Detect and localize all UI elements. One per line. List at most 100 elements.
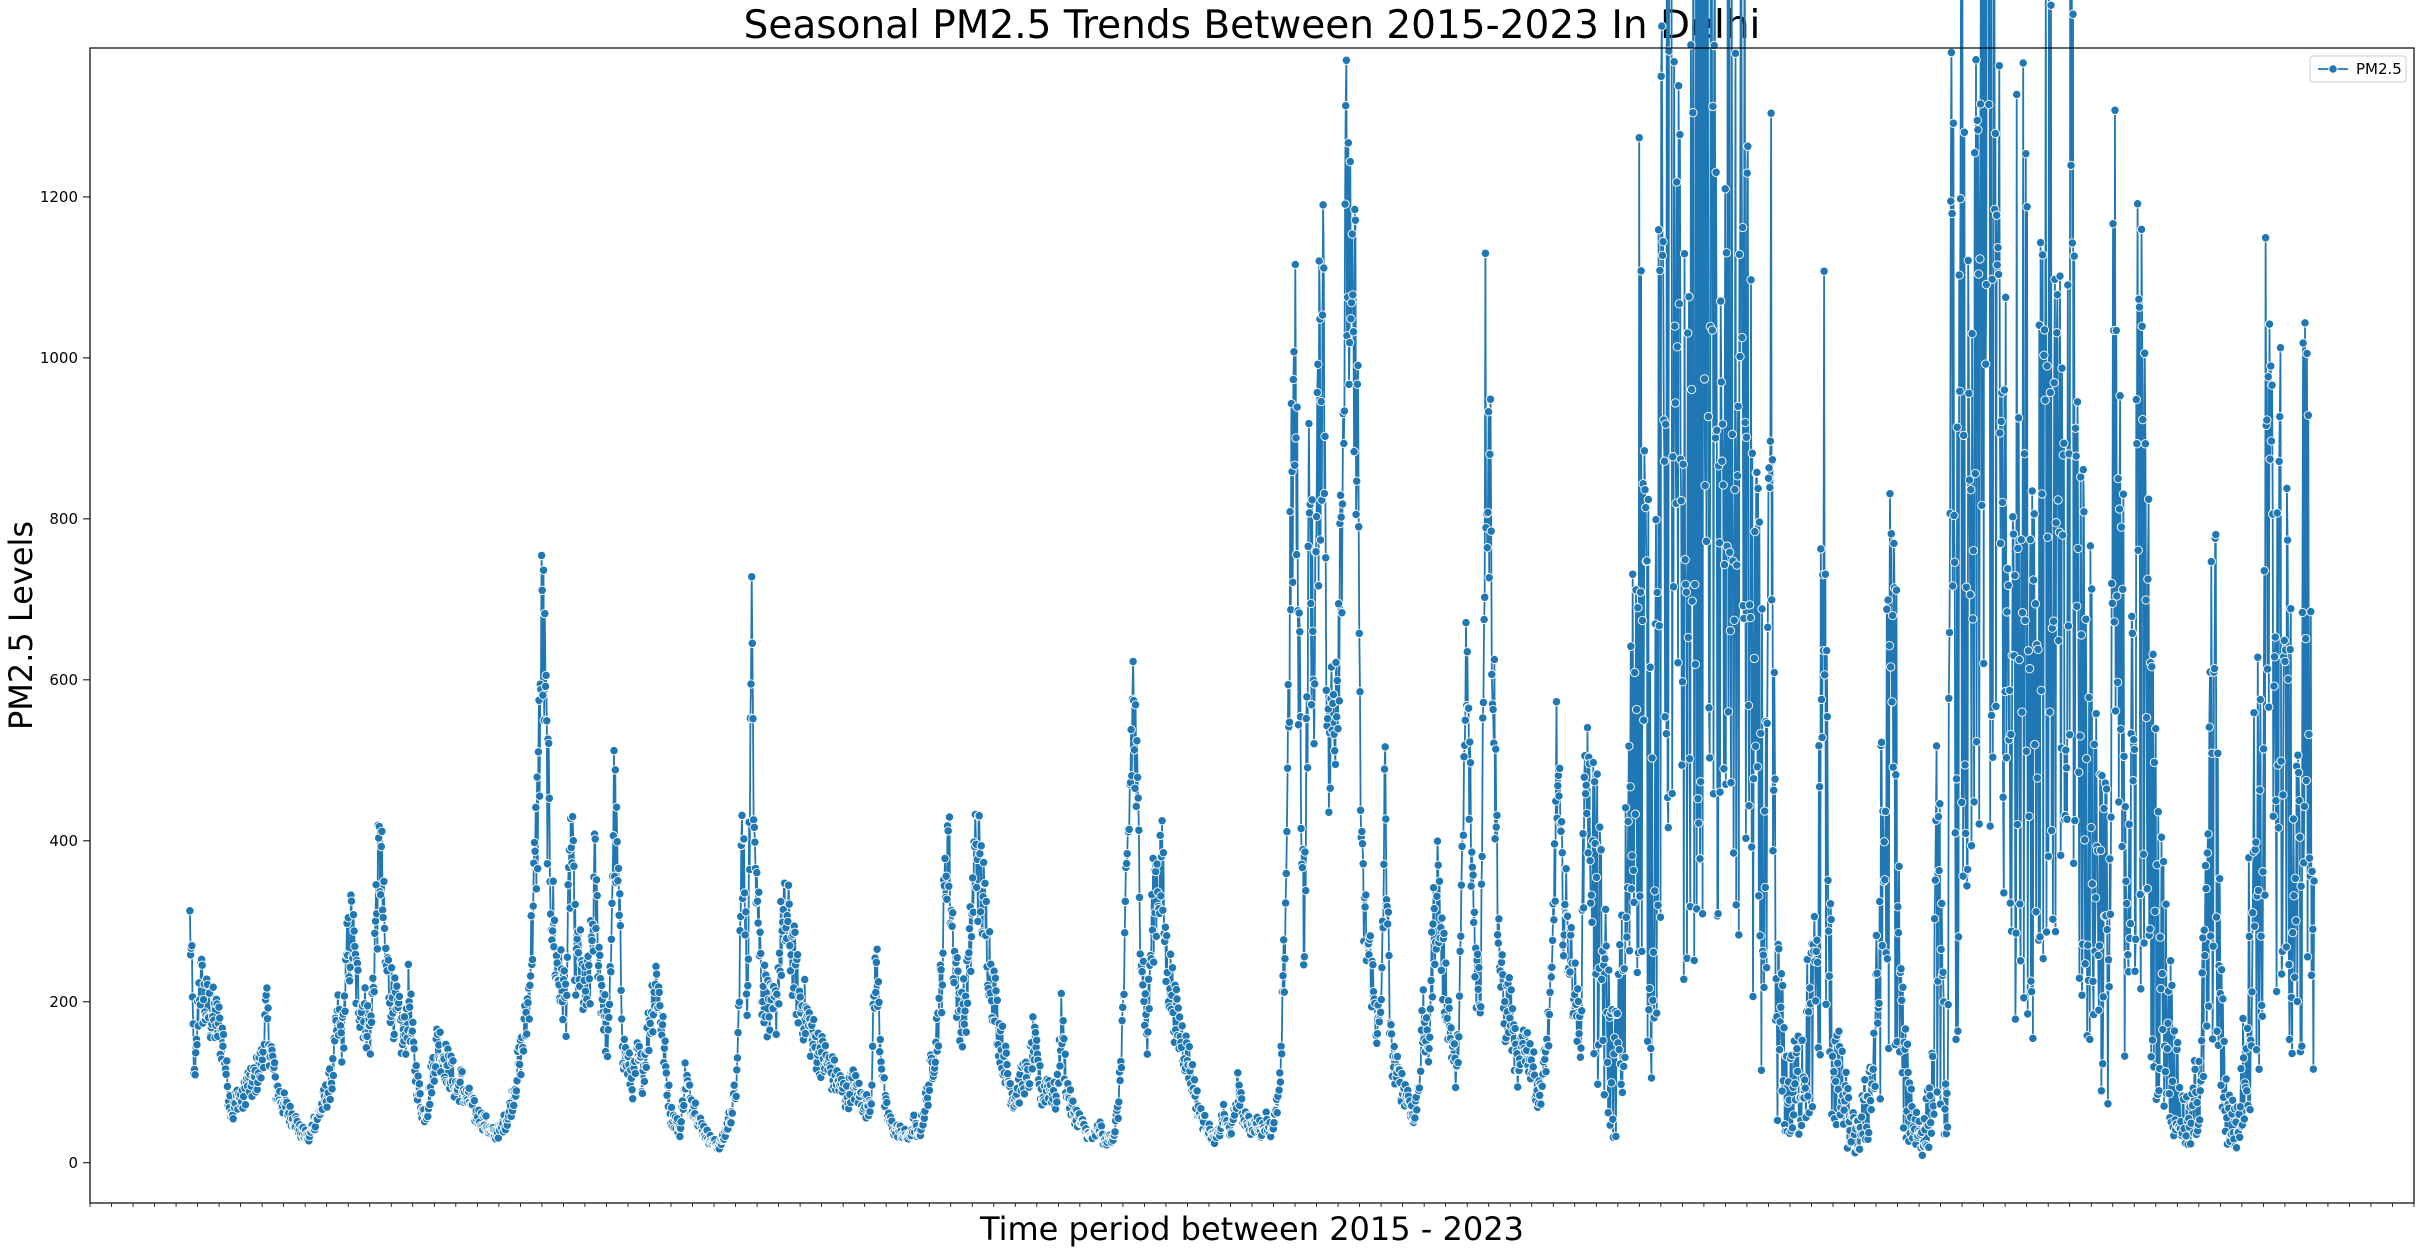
data-point xyxy=(1379,764,1390,774)
data-point xyxy=(1297,862,1308,873)
data-point xyxy=(1800,1083,1810,1093)
data-point xyxy=(2019,993,2029,1003)
data-point xyxy=(1192,1086,1202,1096)
data-point xyxy=(526,911,536,921)
data-point xyxy=(2070,423,2081,433)
data-point xyxy=(2013,543,2023,554)
data-point xyxy=(1898,982,1908,992)
data-point xyxy=(2154,1086,2164,1096)
data-point xyxy=(1341,101,1351,111)
data-point xyxy=(514,1059,525,1070)
data-point xyxy=(1778,980,1788,991)
data-point xyxy=(679,1100,689,1111)
data-point xyxy=(1421,1013,1432,1023)
data-point xyxy=(1233,1068,1243,1078)
data-point xyxy=(1873,1018,1883,1028)
data-point xyxy=(2278,790,2288,800)
data-point xyxy=(569,861,579,871)
data-point xyxy=(2018,58,2028,68)
data-point xyxy=(383,955,394,965)
data-point xyxy=(875,1047,885,1057)
data-point xyxy=(934,993,944,1003)
data-point xyxy=(1357,839,1368,849)
data-point xyxy=(1760,882,1770,893)
data-point xyxy=(1492,930,1503,940)
data-point xyxy=(1124,824,1134,835)
data-point xyxy=(269,1058,280,1068)
data-point xyxy=(2074,767,2084,777)
data-point xyxy=(800,1028,810,1039)
data-point xyxy=(1823,875,1833,885)
data-point xyxy=(1959,430,1969,441)
data-point xyxy=(871,987,881,998)
data-point xyxy=(1528,1062,1538,1072)
data-point xyxy=(1741,833,1751,843)
data-point xyxy=(1410,1113,1420,1123)
data-point xyxy=(753,918,763,928)
data-point xyxy=(947,921,957,931)
data-point xyxy=(1160,922,1171,932)
data-point xyxy=(2161,899,2171,909)
data-point xyxy=(2128,776,2138,786)
data-point xyxy=(2085,541,2096,551)
data-point xyxy=(1631,704,1642,715)
data-point xyxy=(1144,1004,1154,1014)
data-point xyxy=(537,585,547,595)
data-point xyxy=(2073,543,2083,554)
data-point xyxy=(1647,753,1657,763)
data-point xyxy=(613,863,624,874)
data-point xyxy=(2026,986,2037,997)
data-point xyxy=(1787,1123,1798,1133)
data-point xyxy=(1653,900,1663,910)
data-point xyxy=(1541,1067,1551,1077)
data-point xyxy=(2068,9,2078,19)
data-point xyxy=(1513,1082,1523,1092)
data-point xyxy=(1657,250,1668,261)
data-point xyxy=(1948,581,1958,591)
data-point xyxy=(742,1010,752,1021)
data-point xyxy=(1149,957,1159,967)
data-point xyxy=(2107,598,2118,608)
data-point xyxy=(1737,222,1748,233)
data-point xyxy=(1633,603,1643,613)
data-point xyxy=(1352,476,1362,486)
data-point xyxy=(1596,845,1606,855)
data-point xyxy=(2085,1034,2095,1045)
data-point xyxy=(1819,266,1829,276)
data-point xyxy=(2035,237,2046,248)
data-point xyxy=(1133,793,1143,803)
data-point xyxy=(1469,917,1479,928)
data-point xyxy=(2062,814,2072,824)
data-point xyxy=(748,714,758,724)
data-point xyxy=(2050,926,2061,937)
data-point xyxy=(548,876,558,886)
data-point xyxy=(2140,439,2151,449)
data-point xyxy=(1035,1061,1045,1071)
data-point xyxy=(2249,708,2259,718)
data-point xyxy=(1644,1005,1654,1015)
data-point xyxy=(536,550,547,561)
data-point xyxy=(1656,71,1666,81)
data-point xyxy=(1960,828,1971,839)
data-point xyxy=(1875,896,1885,907)
data-point xyxy=(1952,422,1962,432)
y-tick-label: 1000 xyxy=(40,349,78,367)
data-point xyxy=(340,1006,350,1016)
data-point xyxy=(2024,664,2035,674)
data-point xyxy=(1949,510,1959,521)
data-point xyxy=(997,1021,1008,1031)
data-point xyxy=(1667,788,1677,799)
data-point xyxy=(1461,617,1471,628)
data-point xyxy=(1797,1035,1807,1045)
data-point xyxy=(1427,992,1438,1002)
data-point xyxy=(2114,504,2125,514)
data-point xyxy=(1644,983,1655,994)
data-point xyxy=(1489,654,1500,665)
data-point xyxy=(1887,697,1897,707)
data-point xyxy=(1578,903,1589,913)
data-point xyxy=(1668,452,1678,462)
data-point xyxy=(310,1122,320,1132)
data-point xyxy=(1734,930,1744,940)
data-point xyxy=(1723,707,1734,717)
data-point xyxy=(2023,1009,2033,1019)
